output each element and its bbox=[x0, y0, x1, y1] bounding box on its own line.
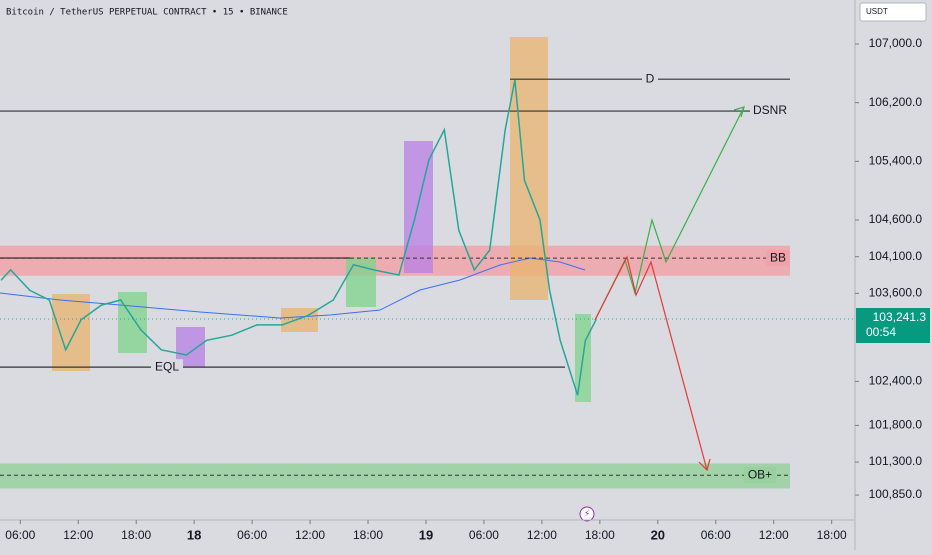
x-tick-label: 18:00 bbox=[353, 528, 383, 542]
symbol-header: Bitcoin / TetherUS PERPETUAL CONTRACT • … bbox=[6, 8, 288, 18]
x-tick-label: 06:00 bbox=[5, 528, 35, 542]
x-tick-label: 18:00 bbox=[585, 528, 615, 542]
x-tick-label: 19 bbox=[419, 527, 433, 542]
currency-box[interactable] bbox=[859, 2, 927, 22]
event-glyph: ⚡ bbox=[584, 508, 590, 518]
y-tick-label: 104,600.0 bbox=[869, 212, 923, 226]
x-tick-label: 12:00 bbox=[63, 528, 93, 542]
x-tick-label: 18 bbox=[187, 527, 201, 542]
level-label: D bbox=[646, 71, 655, 85]
arrow-head bbox=[698, 458, 711, 472]
y-tick-label: 106,200.0 bbox=[869, 95, 923, 109]
y-tick-label: 105,400.0 bbox=[869, 154, 923, 168]
x-tick-label: 06:00 bbox=[237, 528, 267, 542]
x-tick-label: 20 bbox=[651, 527, 665, 542]
level-label: OB+ bbox=[748, 467, 772, 481]
currency[interactable]: USDT bbox=[866, 7, 888, 16]
bear-path bbox=[594, 255, 708, 471]
highlight bbox=[281, 308, 318, 332]
levels: D DSNR BB EQL OB+ bbox=[0, 71, 790, 484]
countdown: 00:54 bbox=[866, 325, 896, 339]
price-line bbox=[0, 79, 597, 396]
arrow-head bbox=[733, 106, 745, 118]
x-tick-label: 06:00 bbox=[701, 528, 731, 542]
highlight bbox=[510, 37, 548, 300]
event-icon[interactable] bbox=[579, 506, 595, 522]
moving-average bbox=[0, 257, 586, 319]
level-label-bg bbox=[750, 103, 790, 120]
level-label-bg bbox=[151, 359, 183, 376]
zone bbox=[0, 245, 790, 276]
y-tick-label: 101,800.0 bbox=[869, 418, 923, 432]
level-label: BB bbox=[770, 250, 786, 264]
level-label: EQL bbox=[155, 359, 179, 373]
projection bbox=[594, 106, 745, 472]
x-tick-label: 18:00 bbox=[817, 528, 847, 542]
axes: 107,000.0 106,200.0 105,400.0 104,600.0 104,… bbox=[5, 36, 922, 542]
y-tick-label: 102,400.0 bbox=[869, 374, 923, 388]
x-tick-label: 12:00 bbox=[527, 528, 557, 542]
x-tick-label: 18:00 bbox=[121, 528, 151, 542]
x-tick-label: 12:00 bbox=[759, 528, 789, 542]
zone bbox=[0, 463, 790, 489]
x-tick-label: 06:00 bbox=[469, 528, 499, 542]
y-tick-label: 101,300.0 bbox=[869, 454, 923, 468]
last-price: 103,241.3 bbox=[873, 310, 927, 324]
level-label-bg bbox=[766, 250, 790, 267]
y-tick-label: 103,600.0 bbox=[869, 286, 923, 300]
x-tick-label: 12:00 bbox=[295, 528, 325, 542]
level-label: DSNR bbox=[753, 103, 787, 117]
highlights bbox=[52, 37, 591, 402]
level-label-bg bbox=[744, 467, 776, 484]
level-label-bg bbox=[642, 71, 658, 88]
zones bbox=[0, 245, 790, 489]
highlight bbox=[52, 294, 90, 371]
y-tick-label: 104,100.0 bbox=[869, 249, 923, 263]
y-tick-label: 100,850.0 bbox=[869, 487, 923, 501]
highlight bbox=[346, 257, 376, 307]
plot bbox=[0, 79, 597, 396]
y-tick-label: 107,000.0 bbox=[869, 36, 923, 50]
last-price-box bbox=[856, 308, 930, 343]
